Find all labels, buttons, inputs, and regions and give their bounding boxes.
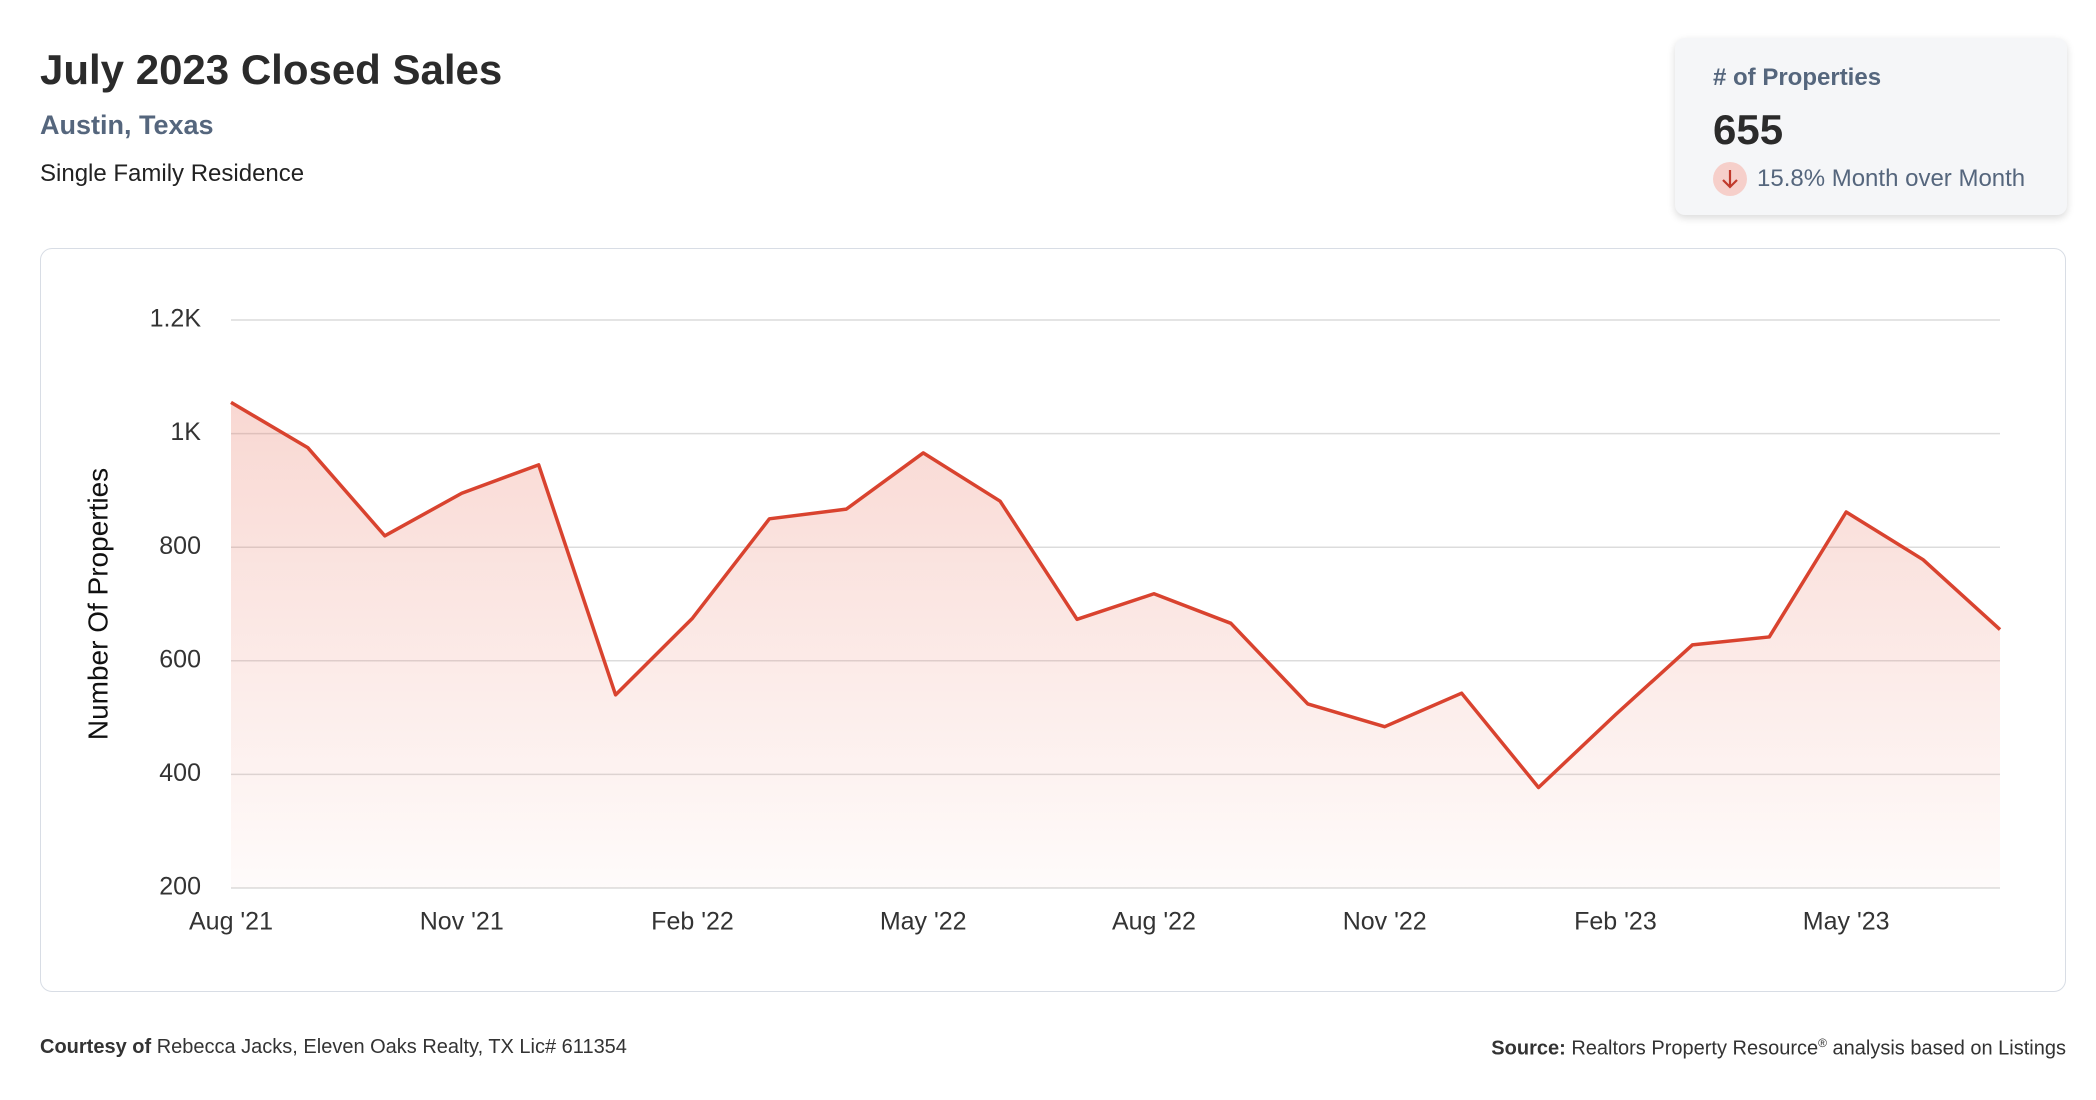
x-tick-label: Feb '23 bbox=[1574, 908, 1657, 936]
card-label: # of Properties bbox=[1713, 64, 1882, 91]
source: Source: Realtors Property Resource® anal… bbox=[1491, 1036, 2066, 1061]
change-text: 15.8% Month over Month bbox=[1757, 165, 2026, 192]
chart-box bbox=[40, 248, 2066, 992]
courtesy: Courtesy of Rebecca Jacks, Eleven Oaks R… bbox=[40, 1036, 627, 1059]
source-mark: ® bbox=[1818, 1036, 1827, 1050]
x-tick-label: Aug '21 bbox=[189, 908, 273, 936]
x-tick-label: Nov '21 bbox=[420, 908, 504, 936]
y-tick-label: 1K bbox=[170, 418, 201, 446]
stat-card: # of Properties 655 15.8% Month over Mon… bbox=[1675, 38, 2067, 215]
location: Austin, Texas bbox=[40, 110, 214, 140]
y-tick-label: 600 bbox=[159, 645, 201, 673]
y-tick-label: 800 bbox=[159, 532, 201, 560]
line bbox=[230, 400, 2002, 790]
courtesy-label: Courtesy of bbox=[40, 1036, 152, 1058]
source-rest: analysis based on Listings bbox=[1832, 1037, 2066, 1060]
x-tick-label: Nov '22 bbox=[1343, 908, 1427, 936]
card-value: 655 bbox=[1713, 106, 1784, 153]
courtesy-text: Rebecca Jacks, Eleven Oaks Realty, TX Li… bbox=[156, 1036, 627, 1058]
y-axis-label: Number Of Properties bbox=[82, 468, 113, 740]
source-text: Realtors Property Resource bbox=[1571, 1037, 1819, 1060]
x-tick-label: May '22 bbox=[880, 908, 967, 936]
card-change: 15.8% Month over Month bbox=[1713, 162, 2025, 196]
area bbox=[231, 402, 2000, 888]
y-tick-label: 1.2K bbox=[150, 305, 202, 333]
property-type: Single Family Residence bbox=[40, 160, 305, 187]
source-label: Source: bbox=[1491, 1037, 1566, 1060]
y-tick-label: 200 bbox=[159, 873, 201, 901]
x-tick-label: Aug '22 bbox=[1112, 908, 1196, 936]
y-tick-label: 400 bbox=[159, 759, 201, 787]
down-icon bbox=[1713, 162, 1747, 196]
title: July 2023 Closed Sales bbox=[40, 46, 503, 93]
chart: Number Of Properties 200 400 600 800 1K 1.2K A… bbox=[82, 305, 2002, 936]
x-tick-label: May '23 bbox=[1803, 908, 1890, 936]
x-tick-label: Feb '22 bbox=[651, 908, 734, 936]
